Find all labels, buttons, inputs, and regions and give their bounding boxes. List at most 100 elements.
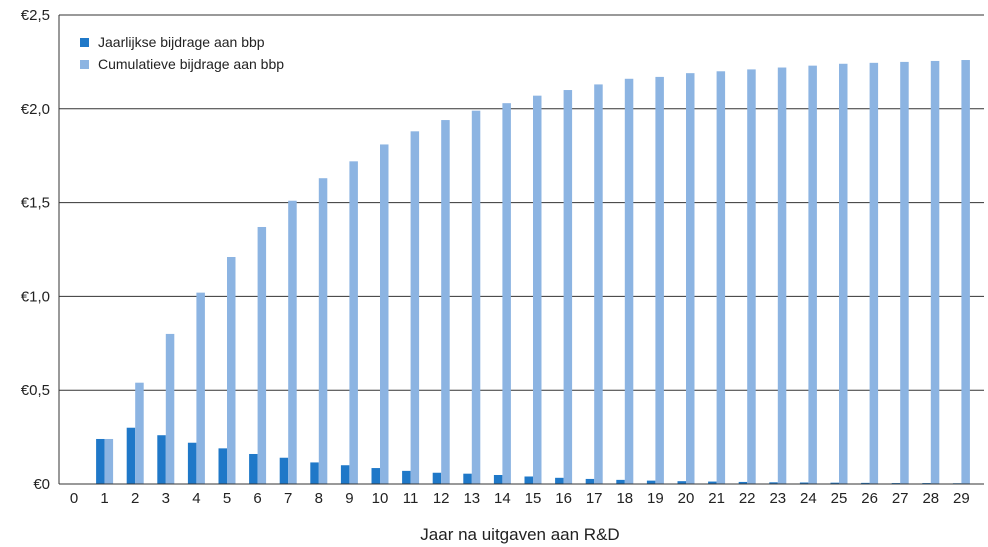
x-tick-label: 22	[739, 490, 756, 507]
bar-cumulative	[869, 62, 879, 484]
x-tick-label: 28	[922, 490, 939, 507]
bar-cumulative	[104, 438, 114, 484]
legend-swatch-cumulative	[80, 60, 89, 69]
bar-cumulative	[839, 63, 848, 484]
bar-annual	[493, 474, 503, 484]
y-tick-labels: €0 €0,5 €1,0 €1,5 €2,0 €2,5	[21, 7, 50, 493]
x-tick-label: 3	[162, 490, 170, 507]
bar-annual	[646, 480, 656, 484]
bar-annual	[555, 477, 564, 484]
bar-annual	[340, 465, 350, 484]
bar-annual	[371, 468, 380, 484]
x-tick-label: 10	[372, 490, 389, 507]
bar-cumulative	[777, 67, 787, 484]
bar-cumulative	[441, 120, 450, 484]
legend-swatch-annual	[80, 38, 89, 47]
bar-cumulative	[318, 178, 328, 484]
bar-cumulative	[196, 292, 205, 484]
bar-annual	[830, 482, 839, 484]
x-tick-label: 19	[647, 490, 664, 507]
bar-cumulative	[533, 95, 542, 484]
y-tick-label: €1,5	[21, 195, 50, 212]
x-tick-label: 20	[678, 490, 695, 507]
x-tick-label: 12	[433, 490, 450, 507]
y-tick-label: €0,5	[21, 382, 50, 399]
bar-cumulative	[502, 103, 511, 484]
bar-cumulative	[471, 110, 481, 485]
bar-cumulative	[747, 69, 756, 485]
bar-annual	[310, 462, 319, 484]
x-tick-label: 0	[70, 490, 78, 507]
bar-cumulative	[349, 161, 358, 484]
bar-cumulative	[900, 61, 909, 485]
bar-cumulative	[165, 333, 175, 484]
bar-cumulative	[410, 131, 420, 484]
bar-cumulative	[930, 60, 940, 484]
bar-annual	[463, 473, 472, 484]
bar-annual	[769, 482, 778, 484]
bar-annual	[157, 435, 166, 484]
bar-cumulative	[594, 84, 603, 485]
bars	[96, 60, 970, 485]
bar-annual	[402, 470, 411, 484]
bar-annual	[799, 482, 809, 484]
bar-cumulative	[135, 382, 144, 484]
bar-annual	[708, 481, 717, 484]
bar-annual	[187, 442, 197, 484]
legend: Jaarlijkse bijdrage aan bbp Cumulatieve …	[80, 34, 284, 72]
legend-label-annual: Jaarlijkse bijdrage aan bbp	[98, 34, 265, 50]
bar-cumulative	[655, 76, 664, 485]
x-axis-label: Jaar na uitgaven aan R&D	[420, 525, 619, 544]
x-tick-label: 17	[586, 490, 603, 507]
x-tick-labels: 0 1 2 3 4 5 6 7 8 9 10 11 12 13 14 15 16 17 18 19 20 21 22 23 24…	[70, 490, 970, 507]
x-tick-label: 24	[800, 490, 817, 507]
bar-cumulative	[257, 226, 267, 484]
x-tick-label: 14	[494, 490, 511, 507]
bar-annual	[616, 479, 625, 484]
x-tick-label: 6	[253, 490, 261, 507]
legend-label-cumulative: Cumulatieve bijdrage aan bbp	[98, 56, 284, 72]
bar-cumulative	[563, 90, 573, 484]
bar-annual	[279, 457, 289, 484]
x-tick-label: 16	[555, 490, 572, 507]
axes	[58, 15, 984, 485]
x-tick-label: 25	[831, 490, 848, 507]
x-tick-label: 15	[525, 490, 542, 507]
bar-cumulative	[624, 78, 634, 484]
bar-cumulative	[227, 257, 236, 484]
x-tick-label: 21	[708, 490, 725, 507]
x-tick-label: 23	[769, 490, 786, 507]
bar-cumulative	[961, 60, 970, 485]
bar-annual	[96, 438, 105, 484]
x-tick-label: 9	[345, 490, 353, 507]
x-tick-label: 4	[192, 490, 200, 507]
bar-annual	[585, 478, 595, 484]
x-tick-label: 13	[463, 490, 480, 507]
bar-annual	[861, 482, 870, 484]
y-tick-label: €0	[33, 476, 50, 493]
bar-cumulative	[686, 73, 695, 484]
x-tick-label: 2	[131, 490, 139, 507]
x-tick-label: 1	[100, 490, 108, 507]
x-tick-label: 18	[616, 490, 633, 507]
bar-annual	[524, 476, 533, 484]
x-tick-label: 7	[284, 490, 292, 507]
gridlines	[59, 14, 984, 391]
x-tick-label: 29	[953, 490, 970, 507]
x-tick-label: 5	[223, 490, 231, 507]
x-tick-label: 8	[315, 490, 323, 507]
x-tick-label: 26	[861, 490, 878, 507]
bar-cumulative	[716, 71, 726, 484]
y-tick-label: €2,0	[21, 101, 50, 118]
bar-annual	[432, 472, 442, 484]
bar-annual	[249, 453, 258, 484]
bar-cumulative	[380, 144, 389, 484]
bar-cumulative	[808, 65, 817, 484]
y-tick-label: €2,5	[21, 7, 50, 24]
y-tick-label: €1,0	[21, 288, 50, 305]
bar-annual	[677, 481, 686, 484]
bar-cumulative	[288, 200, 297, 484]
x-tick-label: 11	[403, 490, 419, 507]
bar-annual	[126, 427, 136, 484]
